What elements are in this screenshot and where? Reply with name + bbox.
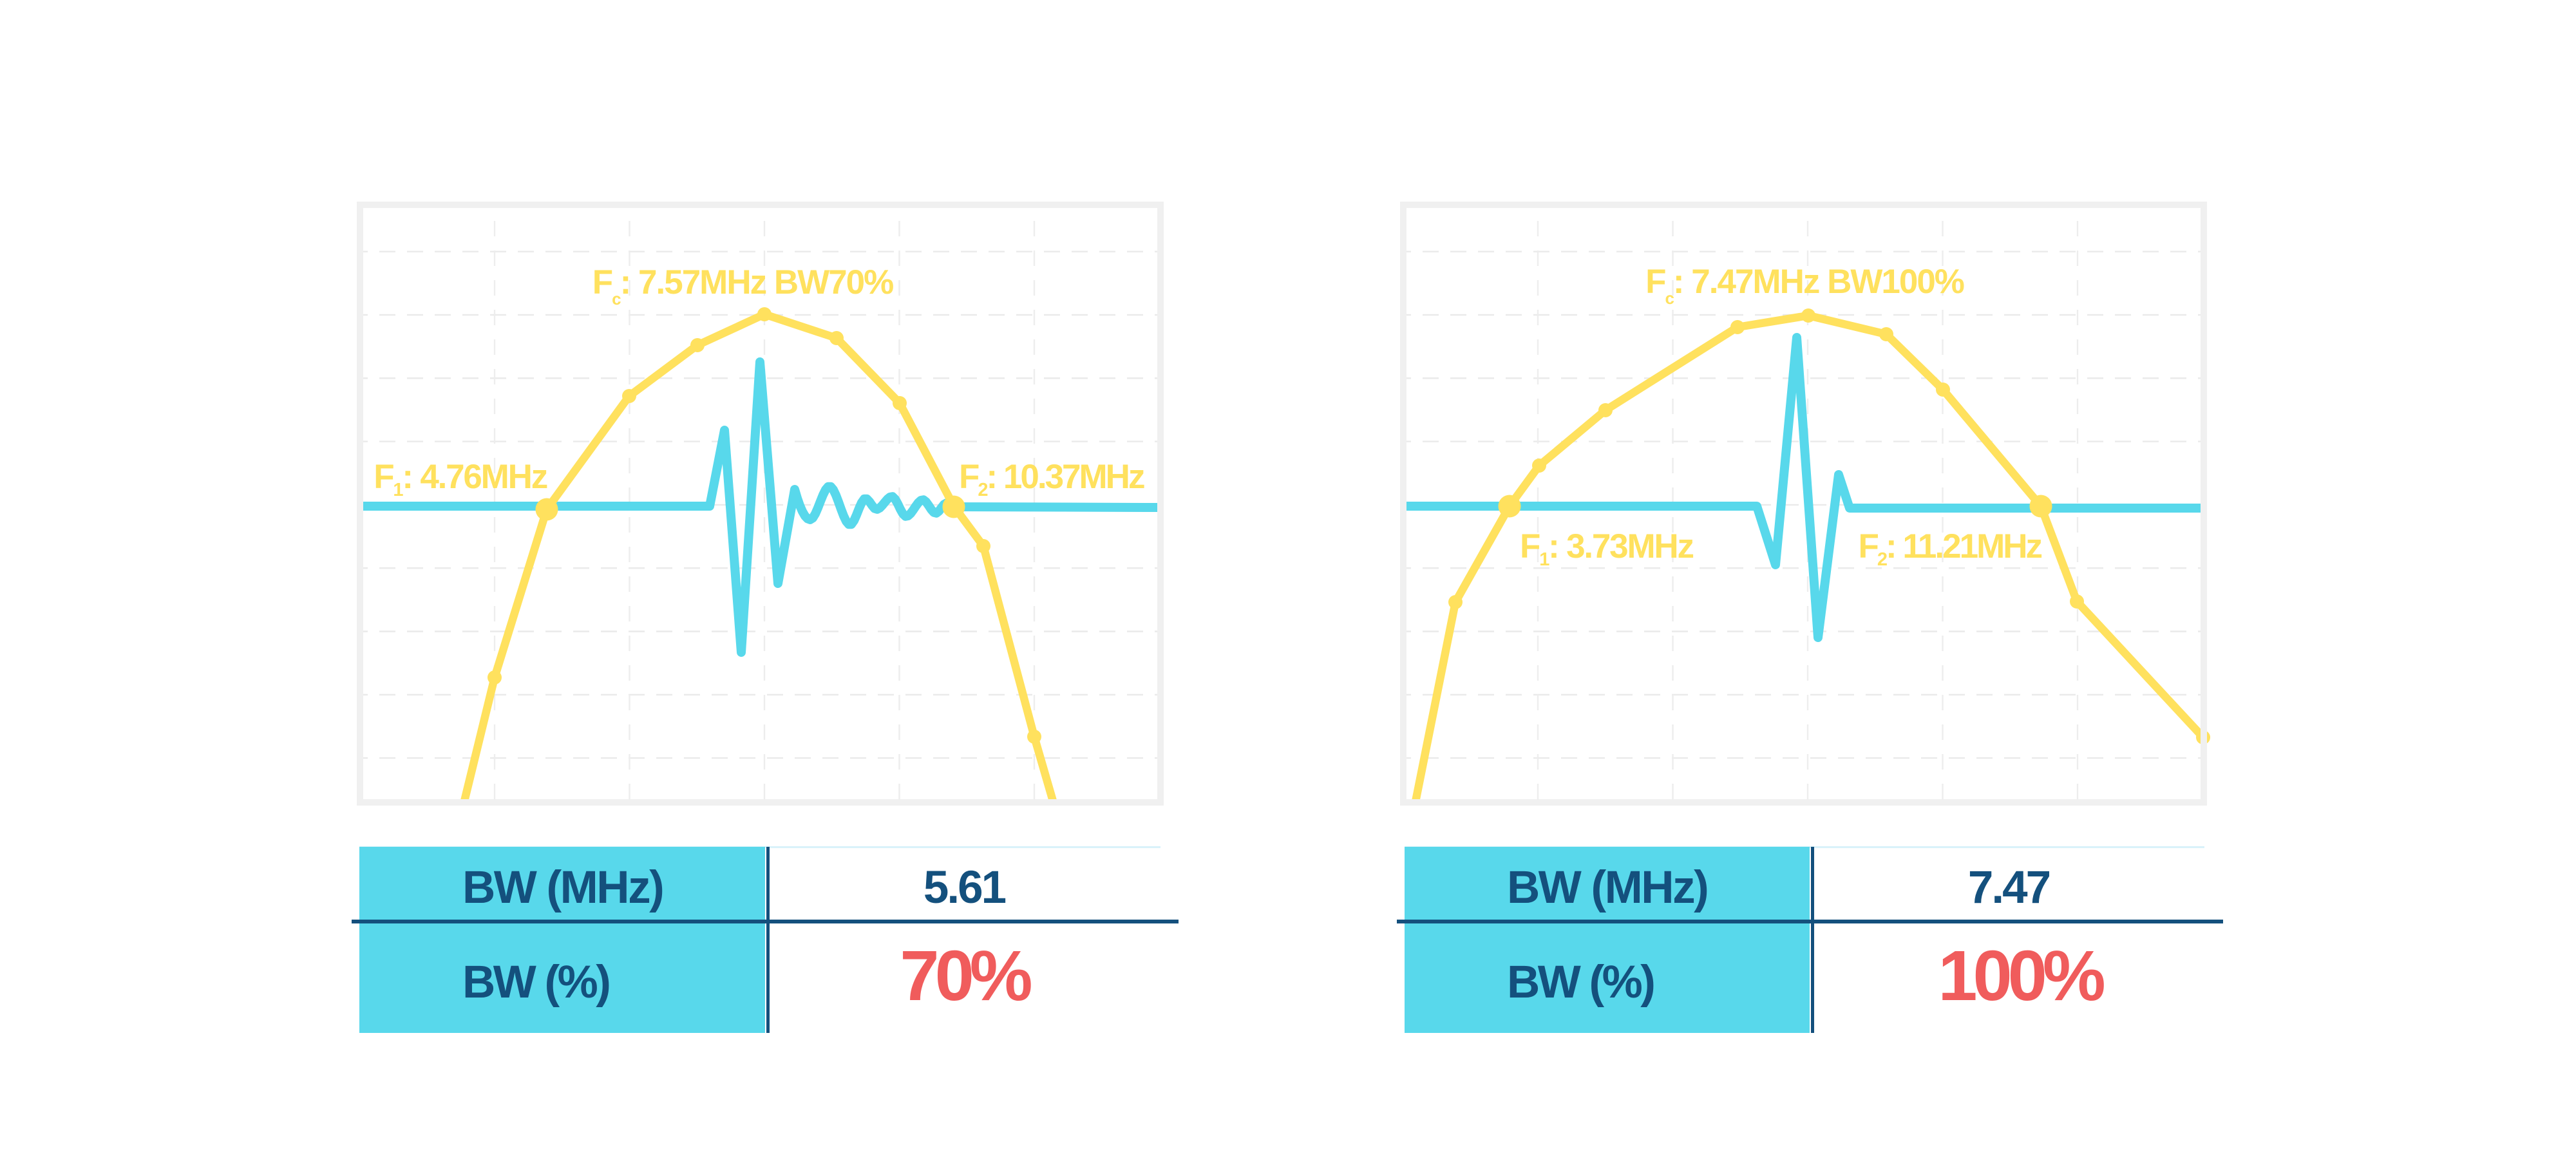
svg-text:F1: 4.76MHz: F1: 4.76MHz	[374, 458, 547, 500]
svg-text:BW (MHz): BW (MHz)	[462, 862, 663, 913]
svg-text:7.47: 7.47	[1968, 862, 2050, 913]
svg-text:BW (MHz): BW (MHz)	[1507, 862, 1707, 913]
svg-text:F1: 3.73MHz: F1: 3.73MHz	[1520, 527, 1693, 570]
svg-text:F2: 10.37MHz: F2: 10.37MHz	[959, 458, 1144, 500]
svg-text:70%: 70%	[900, 936, 1030, 1016]
svg-text:BW (%): BW (%)	[1507, 957, 1654, 1008]
svg-text:5.61: 5.61	[923, 862, 1006, 913]
svg-text:Fc: 7.57MHz BW70%: Fc: 7.57MHz BW70%	[592, 263, 893, 308]
svg-text:F2: 11.21MHz: F2: 11.21MHz	[1858, 527, 2041, 570]
svg-text:BW (%): BW (%)	[462, 957, 609, 1008]
svg-text:Fc: 7.47MHz BW100%: Fc: 7.47MHz BW100%	[1645, 263, 1964, 308]
svg-text:100%: 100%	[1938, 936, 2104, 1016]
